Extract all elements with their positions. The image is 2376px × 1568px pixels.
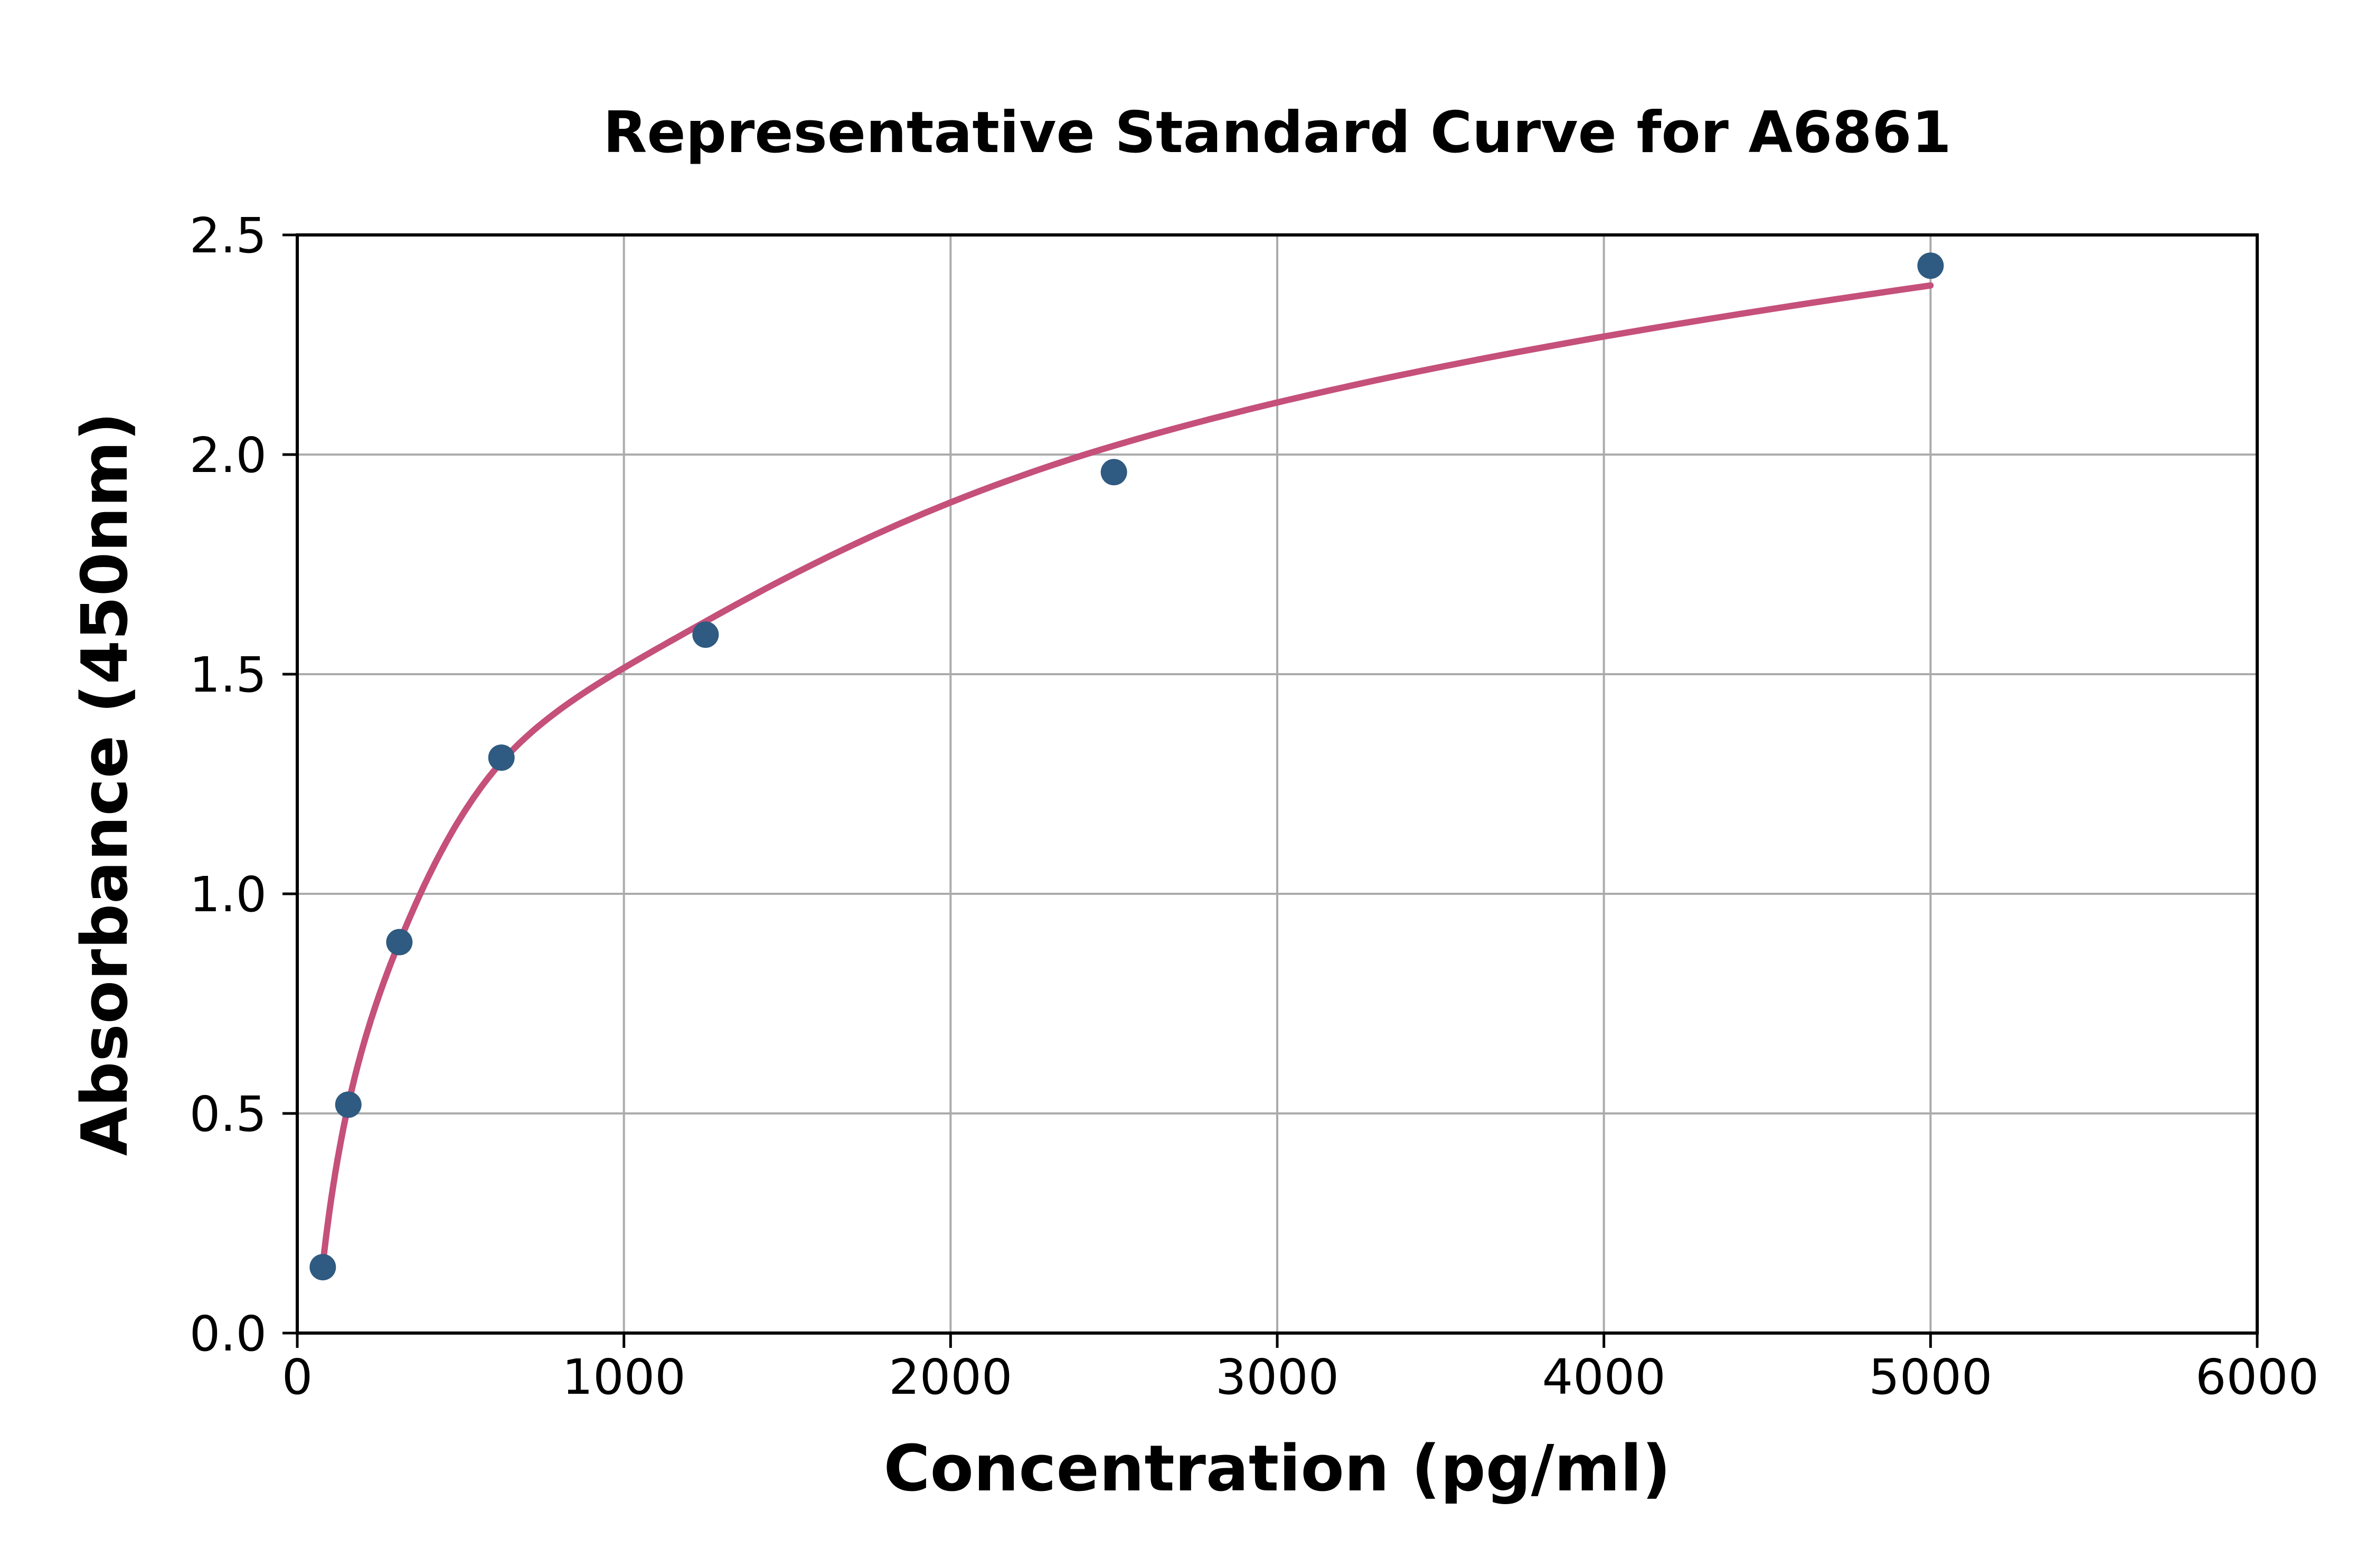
y-axis-label: Absorbance (450nm)	[69, 412, 142, 1156]
x-tick-label: 3000	[1215, 1349, 1339, 1405]
x-tick-label: 5000	[1869, 1349, 1992, 1405]
fit-curve	[319, 282, 1934, 1268]
y-tick-label: 1.5	[190, 647, 267, 703]
data-point	[335, 1091, 362, 1118]
y-tick-label: 2.0	[190, 427, 267, 484]
plot-data-layer	[309, 252, 1944, 1281]
data-point	[1917, 252, 1944, 279]
plot-gridlines-layer	[297, 235, 2257, 1333]
y-tick-label: 0.5	[190, 1086, 267, 1142]
x-tick-label: 0	[282, 1349, 313, 1405]
plot-axes-layer: 0 1000 2000 3000 4000 5000 6000 0.0 0.5 1.0 1.5 2.0…	[190, 207, 2319, 1405]
x-tick-label: 1000	[562, 1349, 686, 1405]
y-tick-label: 0.0	[190, 1306, 267, 1362]
data-point	[386, 929, 413, 956]
data-point	[309, 1254, 336, 1281]
x-tick-label: 6000	[2195, 1349, 2319, 1405]
data-point	[1100, 459, 1127, 486]
data-point	[488, 744, 515, 771]
chart-title: Representative Standard Curve for A6861	[603, 100, 1951, 166]
x-axis-label: Concentration (pg/ml)	[883, 1432, 1671, 1506]
data-point	[692, 621, 719, 648]
x-tick-label: 2000	[889, 1349, 1012, 1405]
y-tick-label: 2.5	[190, 207, 267, 264]
x-tick-label: 4000	[1542, 1349, 1666, 1405]
y-tick-label: 1.0	[190, 866, 267, 923]
